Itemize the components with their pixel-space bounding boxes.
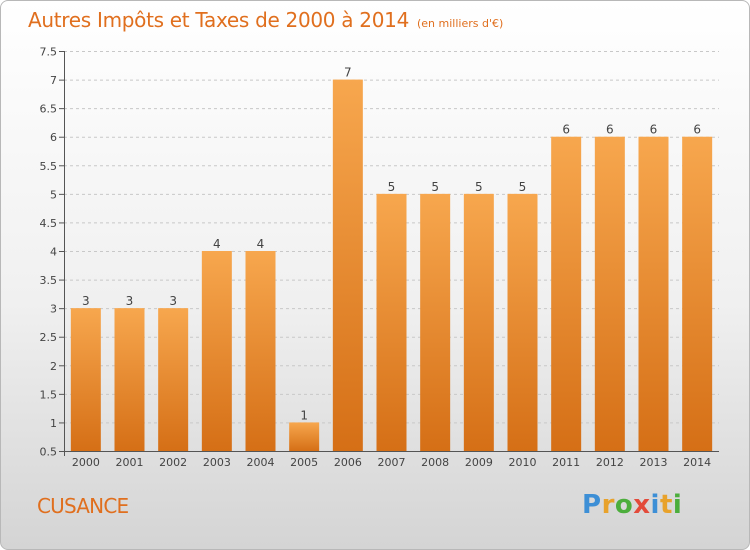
bar-value-label: 4 (257, 237, 265, 251)
y-tick-label: 1.5 (40, 388, 58, 401)
y-tick-label: 4.5 (40, 217, 58, 230)
x-tick-label: 2002 (159, 456, 187, 469)
x-tick-label: 2011 (552, 456, 580, 469)
y-tick-label: 3.5 (40, 274, 58, 287)
x-tick-label: 2013 (640, 456, 668, 469)
logo-letter: i (650, 490, 660, 520)
y-tick-label: 0.5 (40, 446, 58, 459)
chart-title-text: Autres Impôts et Taxes de 2000 à 2014 (28, 8, 409, 32)
x-tick-label: 2008 (421, 456, 449, 469)
bar (289, 422, 320, 451)
bar (201, 251, 232, 451)
bar (463, 193, 494, 451)
bar-value-label: 5 (475, 180, 483, 194)
logo-letter: o (614, 490, 634, 520)
chart-unit: (en milliers d'€) (417, 17, 504, 30)
bar-value-label: 6 (562, 123, 570, 137)
bar (245, 251, 276, 451)
bar (507, 193, 538, 451)
x-tick-label: 2000 (72, 456, 100, 469)
x-tick-label: 2014 (683, 456, 711, 469)
bar-value-label: 6 (650, 123, 658, 137)
bar (682, 136, 713, 451)
y-tick-label: 3 (50, 303, 57, 316)
bar (551, 136, 582, 451)
y-tick-label: 5 (50, 188, 57, 201)
bar-value-label: 7 (344, 66, 352, 80)
logo-letter: t (659, 490, 673, 520)
x-tick-label: 2001 (116, 456, 144, 469)
bar-value-label: 6 (606, 123, 614, 137)
bar-value-label: 5 (388, 180, 396, 194)
y-tick-label: 6 (50, 131, 57, 144)
bar (70, 308, 101, 451)
bar-value-label: 5 (431, 180, 439, 194)
x-tick-label: 2012 (596, 456, 624, 469)
commune-name: CUSANCE (37, 494, 129, 518)
y-tick-label: 5.5 (40, 160, 58, 173)
x-tick-label: 2007 (378, 456, 406, 469)
y-tick-label: 6.5 (40, 103, 58, 116)
x-tick-label: 2005 (290, 456, 318, 469)
y-tick-label: 7.5 (40, 46, 58, 59)
x-tick-label: 2003 (203, 456, 231, 469)
x-tick-label: 2010 (509, 456, 537, 469)
bar-value-label: 5 (519, 180, 527, 194)
logo-letter: x (633, 490, 651, 520)
x-tick-label: 2006 (334, 456, 362, 469)
bar-value-label: 3 (126, 294, 134, 308)
bar (332, 79, 363, 452)
bar (158, 308, 189, 451)
y-tick-label: 7 (50, 74, 57, 87)
proxiti-logo: Proxiti (582, 490, 682, 520)
bar-value-label: 3 (82, 294, 90, 308)
logo-letter: P (582, 490, 602, 520)
bar-value-label: 1 (300, 408, 308, 422)
bar-value-label: 3 (169, 294, 177, 308)
logo-letter: i (672, 490, 683, 520)
bar (594, 136, 625, 451)
x-tick-label: 2009 (465, 456, 493, 469)
y-tick-label: 2 (50, 360, 57, 373)
bar (114, 308, 145, 451)
bar (638, 136, 669, 451)
x-tick-label: 2004 (247, 456, 275, 469)
chart-title: Autres Impôts et Taxes de 2000 à 2014 (en… (28, 8, 503, 32)
bar-value-label: 4 (213, 237, 221, 251)
y-tick-label: 4 (50, 246, 57, 259)
y-tick-label: 2.5 (40, 331, 58, 344)
bar-value-label: 6 (693, 123, 701, 137)
bar (420, 193, 451, 451)
bar (376, 193, 407, 451)
y-tick-label: 1 (50, 417, 57, 430)
logo-letter: r (601, 490, 615, 520)
